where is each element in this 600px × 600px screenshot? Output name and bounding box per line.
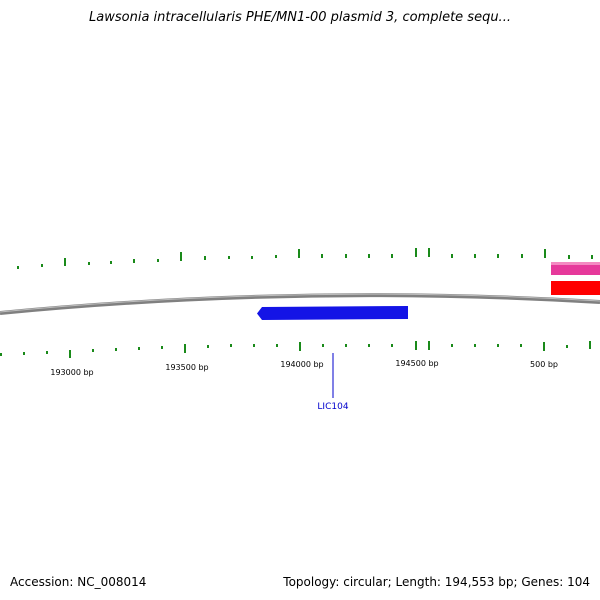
gene-pink-block[interactable] — [551, 262, 600, 275]
tick-label: 193500 bp — [165, 363, 208, 372]
gene-pink-highlight — [551, 262, 600, 265]
accession-text: Accession: NC_008014 — [10, 575, 147, 589]
inner-tick-ring — [0, 341, 591, 358]
tick-label: 194500 bp — [395, 359, 438, 368]
tick-label: 193000 bp — [50, 368, 93, 377]
tick-label: 500 bp — [530, 360, 558, 369]
tick-label-group: 193000 bp 193500 bp 194000 bp 194500 bp 500 … — [50, 359, 558, 377]
backbone-highlight — [0, 293, 600, 313]
gene-lic104-arrow[interactable] — [257, 306, 408, 320]
gene-red-block[interactable] — [551, 281, 600, 295]
map-title: Lawsonia intracellularis PHE/MN1-00 plas… — [89, 10, 511, 25]
tick-label: 194000 bp — [280, 360, 323, 369]
gene-label-lic104[interactable]: LIC104 — [317, 402, 348, 412]
outer-tick-ring — [17, 248, 593, 269]
backbone-arc — [0, 293, 600, 315]
topology-text: Topology: circular; Length: 194,553 bp; … — [283, 575, 590, 589]
